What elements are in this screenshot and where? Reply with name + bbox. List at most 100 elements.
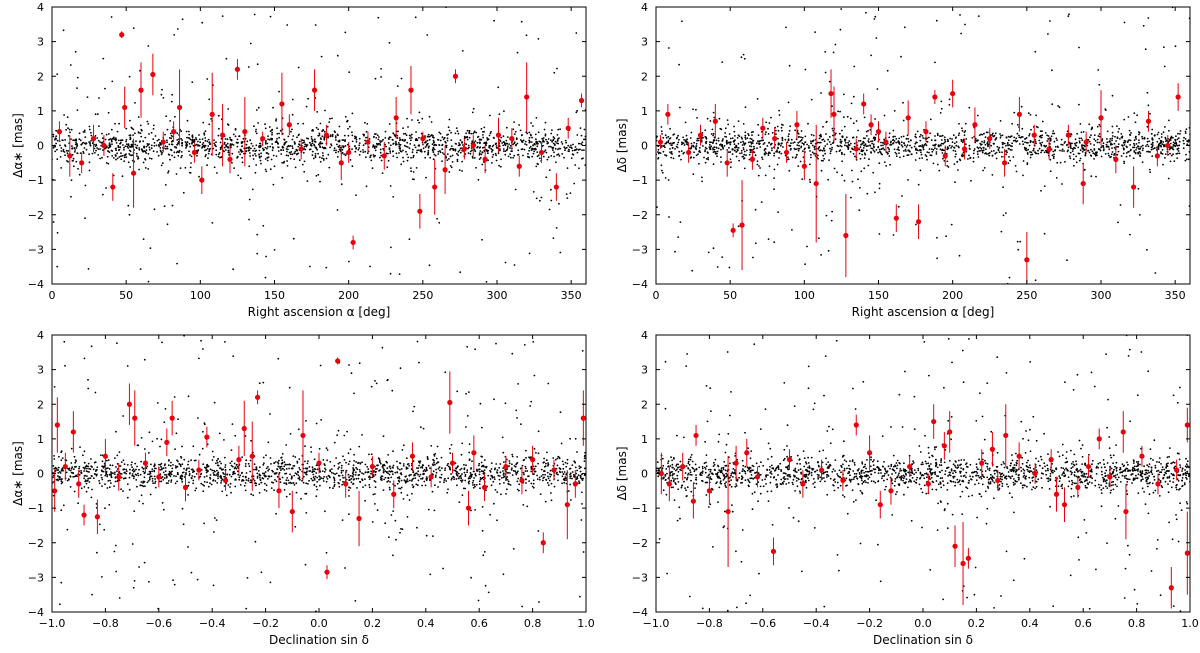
background-point [754, 154, 757, 157]
background-point [491, 156, 494, 158]
background-point [318, 447, 321, 450]
background-point [1082, 148, 1084, 151]
background-point [985, 148, 987, 151]
background-point [558, 202, 560, 205]
background-point [358, 362, 361, 365]
background-point [860, 143, 862, 146]
background-point [347, 463, 350, 465]
background-point [107, 111, 110, 114]
background-point [115, 570, 118, 573]
background-point [380, 76, 382, 78]
background-point [186, 119, 189, 122]
background-point [1122, 147, 1125, 150]
background-point [191, 139, 194, 142]
background-point [1161, 143, 1164, 146]
background-point [742, 123, 745, 125]
background-point [145, 145, 148, 148]
background-point [164, 184, 167, 186]
background-point [70, 462, 73, 464]
background-point [432, 151, 435, 154]
background-point [852, 136, 855, 139]
background-point [746, 137, 749, 140]
background-point [340, 183, 343, 186]
background-point [1051, 103, 1054, 106]
background-point [855, 136, 858, 139]
background-point [808, 145, 810, 147]
background-point [1170, 135, 1173, 138]
background-point [236, 157, 238, 159]
background-point [354, 145, 356, 147]
background-point [1043, 185, 1046, 188]
background-point [907, 149, 910, 152]
background-point [229, 482, 232, 485]
background-point [979, 146, 981, 149]
background-point [1008, 156, 1010, 158]
background-point [1168, 138, 1171, 141]
background-point [336, 209, 339, 211]
highlight-point [1154, 153, 1160, 159]
background-point [879, 151, 882, 154]
background-point [279, 467, 281, 469]
background-point [740, 136, 743, 139]
background-point [402, 444, 405, 447]
background-point [267, 466, 269, 468]
background-point [142, 140, 145, 143]
background-point [1035, 142, 1037, 145]
background-point [357, 477, 360, 480]
background-point [1157, 131, 1160, 134]
background-point [957, 169, 959, 171]
background-point [188, 142, 191, 145]
highlight-series [56, 31, 585, 250]
background-point [98, 482, 101, 485]
background-point [121, 144, 124, 146]
background-point [55, 129, 57, 132]
background-point [883, 114, 886, 117]
background-point [204, 155, 207, 158]
background-point [482, 136, 484, 139]
background-point [552, 138, 555, 141]
background-point [1055, 137, 1058, 140]
background-point [379, 462, 382, 465]
background-point [763, 142, 766, 144]
background-point [1014, 165, 1017, 167]
background-point [201, 21, 204, 24]
background-point [122, 490, 124, 492]
background-point [127, 161, 130, 164]
background-point [984, 136, 987, 139]
background-point [547, 462, 549, 464]
background-point [380, 159, 383, 162]
background-point [581, 491, 583, 494]
background-point [325, 447, 328, 450]
background-point [190, 155, 193, 158]
background-point [839, 144, 842, 147]
background-point [299, 468, 301, 471]
background-point [278, 459, 280, 462]
background-point [522, 139, 525, 142]
background-point [525, 456, 527, 459]
background-point [864, 143, 867, 146]
background-point [1052, 150, 1055, 153]
background-point [265, 255, 267, 258]
background-point [255, 128, 257, 131]
background-point [356, 487, 358, 489]
background-point [337, 150, 340, 153]
background-point [392, 143, 394, 145]
background-point [1078, 137, 1081, 140]
background-point [319, 137, 322, 140]
background-point [311, 140, 314, 143]
background-point [699, 151, 702, 154]
background-point [166, 139, 168, 142]
background-point [955, 153, 957, 156]
background-point [107, 150, 109, 152]
background-point [540, 468, 543, 471]
background-point [303, 160, 306, 163]
background-point [765, 121, 768, 124]
background-point [1110, 143, 1113, 146]
background-point [388, 148, 391, 151]
background-point [162, 471, 165, 474]
background-point [936, 134, 939, 137]
background-point [306, 144, 309, 146]
background-point [148, 157, 151, 160]
background-point [1147, 145, 1150, 148]
background-point [430, 445, 433, 447]
